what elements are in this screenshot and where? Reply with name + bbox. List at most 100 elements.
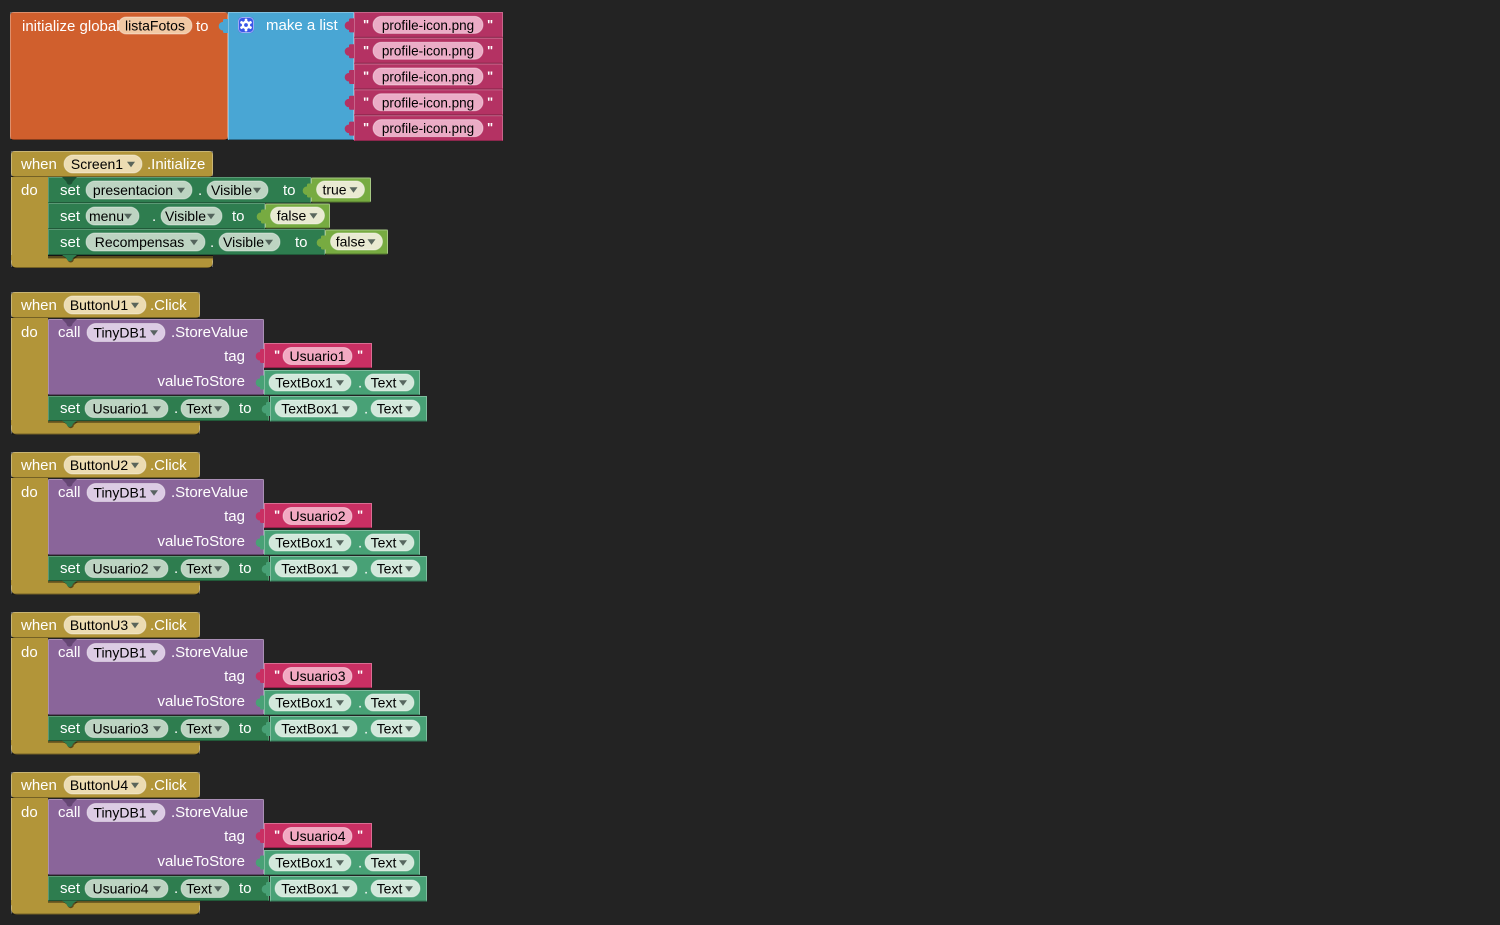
svg-text:.Click: .Click [150,457,187,474]
svg-text:": " [363,69,369,84]
svg-text:Visible: Visible [165,208,206,224]
svg-text:.Click: .Click [150,617,187,634]
svg-text:ButtonU3: ButtonU3 [70,617,129,633]
svg-text:": " [274,668,280,683]
svg-text:valueToStore: valueToStore [157,693,245,710]
svg-text:when: when [20,617,57,634]
svg-text:set: set [60,560,81,577]
svg-text:": " [487,69,493,84]
svg-text:TextBox1: TextBox1 [281,561,339,577]
svg-text:.Click: .Click [150,777,187,794]
svg-text:tag: tag [224,508,245,525]
svg-text:Usuario4: Usuario4 [289,828,345,844]
svg-text:.: . [174,400,178,417]
svg-text:": " [487,43,493,58]
svg-text:": " [363,17,369,32]
svg-text:to: to [239,400,252,417]
svg-text:.: . [198,182,202,199]
svg-text:when: when [20,297,57,314]
svg-text:TinyDB1: TinyDB1 [93,645,146,661]
svg-text:.: . [152,208,156,225]
svg-text:TextBox1: TextBox1 [275,695,333,711]
svg-text:Recompensas: Recompensas [95,234,185,250]
svg-text:Text: Text [186,721,212,737]
svg-text:do: do [21,484,38,501]
svg-text:to: to [283,182,296,199]
svg-text:Usuario2: Usuario2 [92,561,148,577]
svg-text:do: do [21,324,38,341]
svg-text:.StoreValue: .StoreValue [171,484,248,501]
svg-text:valueToStore: valueToStore [157,373,245,390]
svg-text:TextBox1: TextBox1 [281,721,339,737]
svg-text:when: when [20,457,57,474]
svg-text:.: . [364,401,368,418]
svg-text:profile-icon.png: profile-icon.png [382,95,474,110]
svg-text:profile-icon.png: profile-icon.png [382,70,474,85]
svg-text:call: call [58,324,81,341]
svg-text:valueToStore: valueToStore [157,853,245,870]
svg-text:do: do [21,182,38,199]
svg-text:.: . [358,695,362,712]
svg-text:call: call [58,804,81,821]
svg-text:do: do [21,804,38,821]
svg-text:Usuario1: Usuario1 [289,348,345,364]
svg-text:Visible: Visible [211,182,252,198]
svg-text:tag: tag [224,828,245,845]
svg-text:TextBox1: TextBox1 [275,375,333,391]
svg-text:TextBox1: TextBox1 [281,881,339,897]
svg-text:ButtonU2: ButtonU2 [70,457,129,473]
svg-text:": " [274,828,280,843]
svg-text:ButtonU4: ButtonU4 [70,777,129,793]
svg-text:.Click: .Click [150,297,187,314]
svg-text:ButtonU1: ButtonU1 [70,297,129,313]
svg-text:Text: Text [371,855,397,871]
svg-text:listaFotos: listaFotos [125,18,185,34]
svg-text:Text: Text [186,401,212,417]
svg-text:to: to [196,18,209,35]
svg-text:set: set [60,208,81,225]
svg-text:menu: menu [89,208,124,224]
svg-text:": " [363,94,369,109]
svg-text:make a list: make a list [266,17,339,34]
svg-text:": " [363,43,369,58]
svg-text:.: . [358,535,362,552]
svg-text:.StoreValue: .StoreValue [171,324,248,341]
svg-text:profile-icon.png: profile-icon.png [382,44,474,59]
svg-text:": " [357,508,363,523]
svg-text:Screen1: Screen1 [71,156,123,172]
svg-text:Usuario3: Usuario3 [289,668,345,684]
svg-text:": " [487,17,493,32]
svg-text:Visible: Visible [223,234,264,250]
svg-text:initialize global: initialize global [22,18,120,35]
svg-text:.: . [364,561,368,578]
svg-text:when: when [20,777,57,794]
svg-text:to: to [295,234,308,251]
svg-text:": " [357,828,363,843]
svg-text:Usuario1: Usuario1 [92,401,148,417]
svg-text:false: false [277,208,307,224]
svg-text:Usuario3: Usuario3 [92,721,148,737]
svg-text:TextBox1: TextBox1 [275,855,333,871]
svg-text:Text: Text [371,695,397,711]
svg-text:": " [487,94,493,109]
svg-text:Usuario2: Usuario2 [289,508,345,524]
svg-text:.Initialize: .Initialize [147,156,205,173]
svg-text:": " [487,120,493,135]
svg-text:": " [357,668,363,683]
svg-text:true: true [322,182,346,198]
svg-text:.StoreValue: .StoreValue [171,644,248,661]
svg-text:presentacion: presentacion [93,182,173,198]
svg-text:Text: Text [377,561,403,577]
svg-text:TinyDB1: TinyDB1 [93,805,146,821]
svg-text:": " [274,348,280,363]
svg-text:.: . [174,880,178,897]
svg-text:.: . [358,375,362,392]
svg-text:.: . [174,560,178,577]
svg-text:": " [363,120,369,135]
svg-text:Text: Text [371,535,397,551]
svg-text:set: set [60,234,81,251]
svg-text:Text: Text [377,401,403,417]
svg-text:Text: Text [377,721,403,737]
svg-text:set: set [60,400,81,417]
svg-text:": " [274,508,280,523]
